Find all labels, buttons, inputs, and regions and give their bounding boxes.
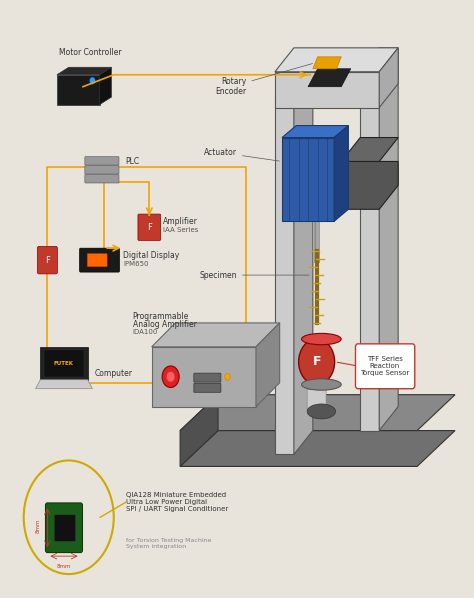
Polygon shape: [180, 431, 455, 466]
Polygon shape: [57, 67, 111, 75]
Circle shape: [162, 366, 179, 388]
Polygon shape: [360, 72, 379, 431]
Text: TFF Series
Reaction
Torque Sensor: TFF Series Reaction Torque Sensor: [360, 356, 410, 376]
Polygon shape: [275, 72, 379, 108]
Polygon shape: [294, 72, 313, 454]
Polygon shape: [275, 48, 398, 72]
FancyBboxPatch shape: [55, 515, 75, 541]
FancyBboxPatch shape: [138, 214, 161, 240]
Circle shape: [90, 77, 95, 84]
Polygon shape: [256, 323, 280, 407]
Polygon shape: [180, 395, 455, 431]
Text: PLC: PLC: [126, 157, 140, 166]
FancyBboxPatch shape: [87, 254, 107, 267]
Text: Analog Amplifier: Analog Amplifier: [133, 320, 197, 329]
Ellipse shape: [307, 404, 336, 419]
FancyBboxPatch shape: [356, 344, 415, 389]
Polygon shape: [180, 395, 218, 466]
FancyBboxPatch shape: [46, 503, 82, 553]
Polygon shape: [308, 69, 351, 87]
Text: F: F: [312, 355, 321, 368]
FancyBboxPatch shape: [194, 383, 221, 392]
Text: Specimen: Specimen: [200, 270, 309, 280]
Polygon shape: [282, 138, 334, 221]
Text: F: F: [147, 222, 152, 232]
Polygon shape: [36, 380, 92, 389]
FancyBboxPatch shape: [194, 373, 221, 382]
Text: IDA100: IDA100: [133, 329, 158, 335]
Polygon shape: [282, 126, 348, 138]
FancyBboxPatch shape: [80, 248, 119, 272]
Polygon shape: [341, 161, 398, 209]
Polygon shape: [275, 96, 294, 454]
Circle shape: [24, 460, 114, 574]
Text: Rotary
Encoder: Rotary Encoder: [215, 63, 312, 96]
Polygon shape: [379, 48, 398, 108]
Polygon shape: [379, 48, 398, 431]
Text: 8mm: 8mm: [36, 519, 40, 533]
Polygon shape: [341, 138, 398, 161]
Polygon shape: [152, 323, 280, 347]
Text: Computer: Computer: [95, 369, 133, 379]
Text: F: F: [45, 255, 50, 265]
Text: IPM650: IPM650: [123, 261, 149, 267]
Text: Motor Controller: Motor Controller: [59, 48, 122, 57]
Polygon shape: [40, 347, 88, 380]
Text: FUTEK: FUTEK: [54, 361, 74, 366]
Ellipse shape: [301, 334, 341, 344]
Circle shape: [225, 373, 230, 380]
Text: for Torsion Testing Machine
System integration: for Torsion Testing Machine System integ…: [126, 538, 211, 549]
Circle shape: [166, 371, 175, 382]
Text: Programmable: Programmable: [133, 312, 189, 322]
Circle shape: [299, 339, 335, 385]
Ellipse shape: [301, 379, 341, 390]
Text: Digital Display: Digital Display: [123, 251, 180, 260]
Text: QIA128 Miniature Embedded
Ultra Low Power Digital
SPI / UART Signal Conditioner: QIA128 Miniature Embedded Ultra Low Powe…: [126, 492, 228, 511]
FancyBboxPatch shape: [85, 175, 119, 183]
FancyBboxPatch shape: [85, 157, 119, 165]
Text: FUTEK: FUTEK: [276, 427, 311, 437]
Text: Amplifier: Amplifier: [163, 216, 198, 226]
Polygon shape: [313, 57, 341, 69]
FancyBboxPatch shape: [307, 389, 326, 410]
Text: IAA Series: IAA Series: [163, 227, 198, 233]
Polygon shape: [152, 347, 256, 407]
Polygon shape: [44, 350, 84, 377]
Text: 8mm: 8mm: [57, 564, 71, 569]
FancyBboxPatch shape: [37, 246, 57, 274]
Polygon shape: [334, 126, 348, 221]
Polygon shape: [57, 75, 100, 105]
FancyBboxPatch shape: [85, 166, 119, 174]
Polygon shape: [360, 48, 398, 72]
Text: Actuator: Actuator: [204, 148, 279, 161]
Polygon shape: [100, 67, 111, 105]
